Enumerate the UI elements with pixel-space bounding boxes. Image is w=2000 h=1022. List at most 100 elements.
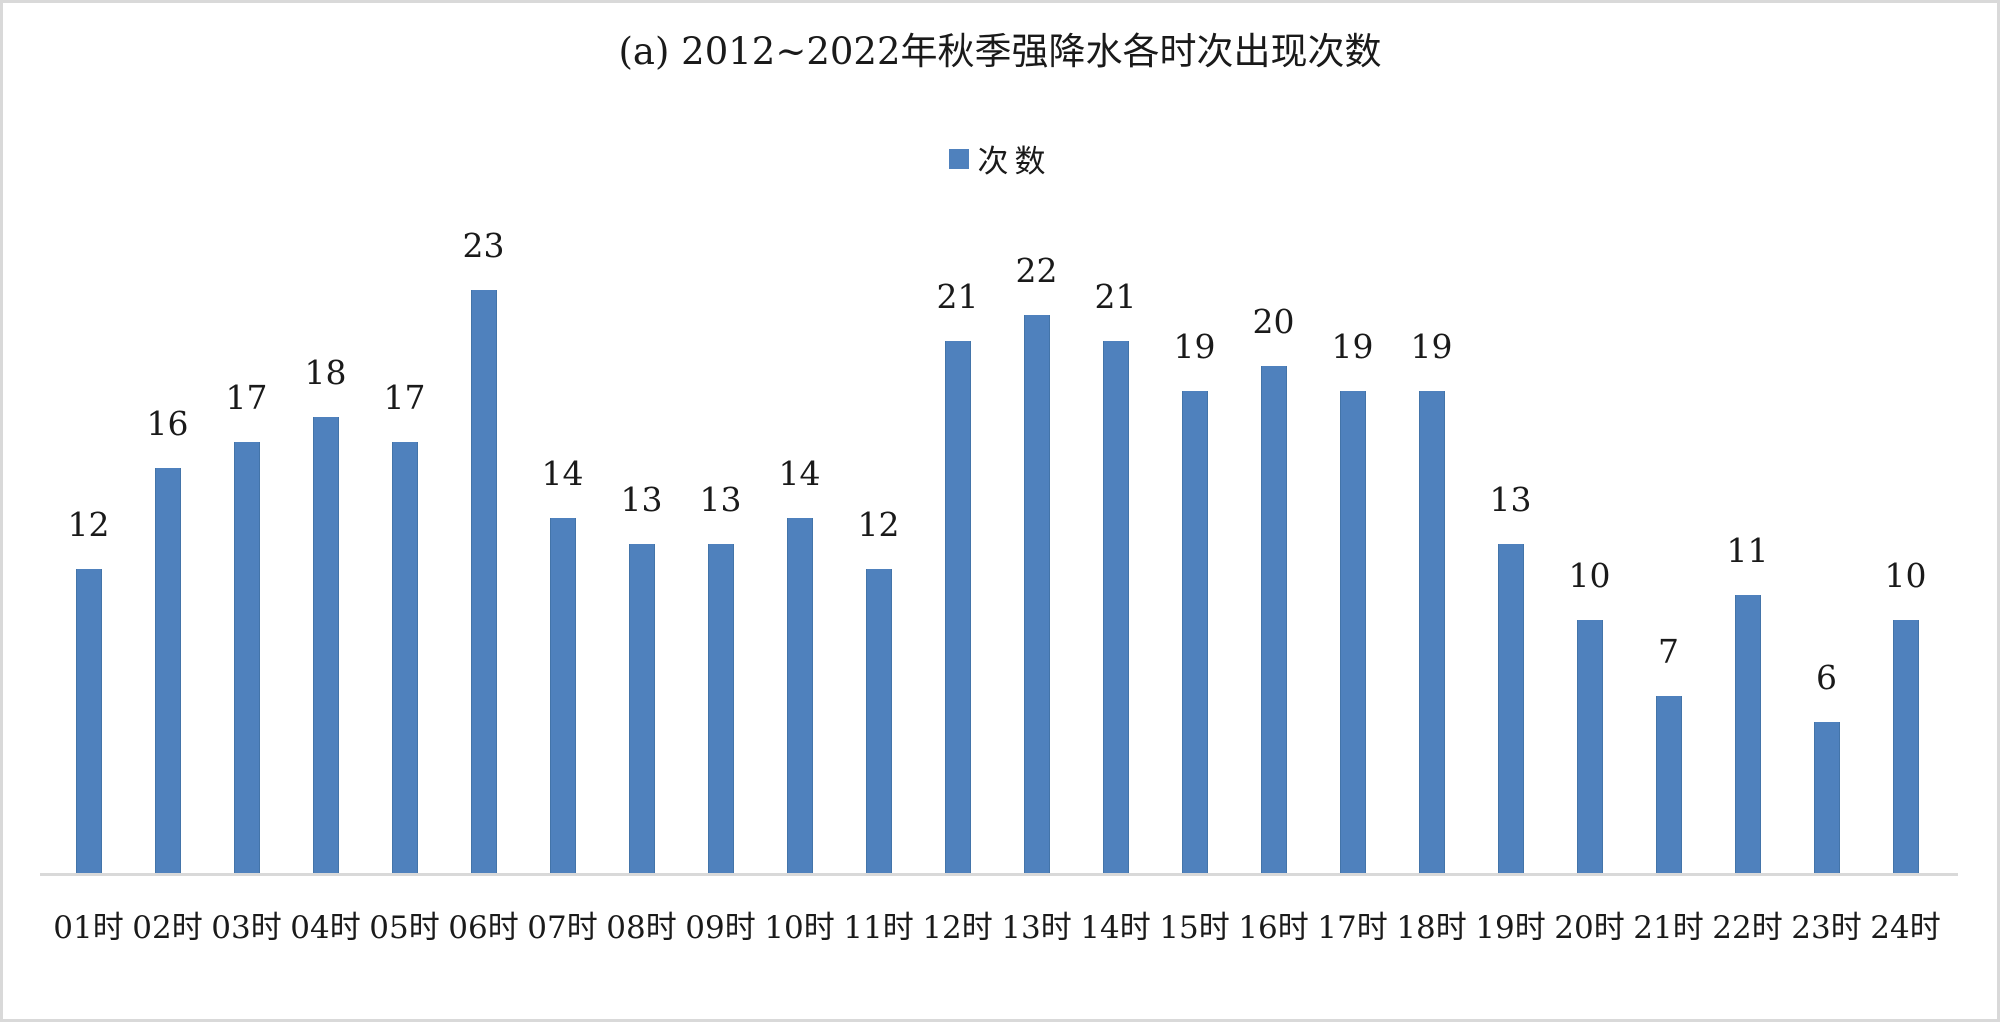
bar-column: 22 — [997, 250, 1076, 874]
value-label: 14 — [541, 453, 584, 493]
value-label: 19 — [1331, 326, 1374, 366]
bar — [391, 442, 418, 874]
bar-column: 17 — [207, 377, 286, 874]
bar-column: 16 — [128, 403, 207, 874]
bar — [470, 290, 497, 874]
bar — [1418, 391, 1445, 874]
bar — [549, 518, 576, 874]
value-label: 12 — [67, 504, 110, 544]
value-label: 11 — [1726, 530, 1769, 570]
bar — [1497, 544, 1524, 874]
bar-column: 12 — [839, 504, 918, 874]
value-label: 19 — [1410, 326, 1453, 366]
x-tick-label: 15时 — [1159, 910, 1230, 946]
x-tick-label: 08时 — [606, 910, 677, 946]
bar — [1339, 391, 1366, 874]
value-label: 12 — [857, 504, 900, 544]
value-label: 21 — [936, 276, 979, 316]
value-label: 13 — [1489, 479, 1532, 519]
x-tick-label: 06时 — [448, 910, 519, 946]
x-tick-label: 19时 — [1475, 910, 1546, 946]
bar-column: 20 — [1234, 301, 1313, 874]
bar — [628, 544, 655, 874]
bar — [865, 569, 892, 874]
legend-label: 次数 — [977, 144, 1052, 180]
x-axis-line — [40, 873, 1958, 876]
x-tick-label: 07时 — [527, 910, 598, 946]
x-tick-label: 24时 — [1870, 910, 1941, 946]
chart-title: (a) 2012~2022年秋季强降水各时次出现次数 — [618, 30, 1382, 73]
bar-column: 13 — [1471, 479, 1550, 874]
bar-column: 13 — [602, 479, 681, 874]
bars-row: 12 16 17 18 17 23 14 13 13 14 12 21 22 21 19 20 19 19 13 10… — [49, 180, 1945, 874]
value-label: 20 — [1252, 301, 1295, 341]
value-label: 14 — [778, 453, 821, 493]
bar-column: 21 — [918, 276, 997, 874]
value-label: 10 — [1884, 555, 1927, 595]
bar-column: 13 — [681, 479, 760, 874]
bar — [1734, 595, 1761, 874]
bar-column: 21 — [1076, 276, 1155, 874]
bar — [1023, 315, 1050, 874]
bar — [707, 544, 734, 874]
x-tick-label: 03时 — [211, 910, 282, 946]
bar — [944, 341, 971, 874]
x-tick-label: 11时 — [843, 910, 914, 946]
value-label: 13 — [620, 479, 663, 519]
legend-swatch-icon — [948, 148, 969, 169]
bar — [312, 417, 339, 874]
x-tick-label: 20时 — [1554, 910, 1625, 946]
bar-column: 19 — [1313, 326, 1392, 874]
value-label: 13 — [699, 479, 742, 519]
bar-column: 12 — [49, 504, 128, 874]
bar-column: 11 — [1708, 530, 1787, 874]
value-label: 7 — [1658, 631, 1679, 671]
plot-area: 12 16 17 18 17 23 14 13 13 14 12 21 22 21 19 20 19 19 13 10… — [49, 180, 1945, 874]
bar-column: 14 — [523, 453, 602, 874]
x-tick-label: 16时 — [1238, 910, 1309, 946]
ticks-row: 01时 02时 03时 04时 05时 06时 07时 08时 09时 10时 11时 12时 13时 1… — [49, 908, 1945, 948]
x-tick-label: 10时 — [764, 910, 835, 946]
legend: 次数 — [0, 136, 2000, 181]
x-tick-label: 22时 — [1712, 910, 1783, 946]
value-label: 22 — [1015, 250, 1058, 290]
value-label: 18 — [304, 352, 347, 392]
bar — [1813, 722, 1840, 874]
value-label: 17 — [383, 377, 426, 417]
bar — [1576, 620, 1603, 874]
x-tick-label: 01时 — [53, 910, 124, 946]
value-label: 16 — [146, 403, 189, 443]
x-tick-label: 04时 — [290, 910, 361, 946]
value-label: 6 — [1816, 657, 1837, 697]
bar — [1260, 366, 1287, 874]
bar — [233, 442, 260, 874]
bar-column: 17 — [365, 377, 444, 874]
bar — [786, 518, 813, 874]
value-label: 21 — [1094, 276, 1137, 316]
bar — [1892, 620, 1919, 874]
bar-column: 6 — [1787, 657, 1866, 874]
x-tick-label: 09时 — [685, 910, 756, 946]
bar-column: 23 — [444, 225, 523, 874]
bar-column: 18 — [286, 352, 365, 874]
x-tick-label: 21时 — [1633, 910, 1704, 946]
bar — [1181, 391, 1208, 874]
value-label: 19 — [1173, 326, 1216, 366]
bar-column: 7 — [1629, 631, 1708, 874]
bar — [75, 569, 102, 874]
bar-column: 14 — [760, 453, 839, 874]
bar-column: 10 — [1550, 555, 1629, 874]
bar-column: 10 — [1866, 555, 1945, 874]
bar — [1102, 341, 1129, 874]
value-label: 10 — [1568, 555, 1611, 595]
x-tick-label: 18时 — [1396, 910, 1467, 946]
x-tick-label: 12时 — [922, 910, 993, 946]
value-label: 17 — [225, 377, 268, 417]
bar — [154, 468, 181, 874]
value-label: 23 — [462, 225, 505, 265]
x-tick-label: 02时 — [132, 910, 203, 946]
x-tick-label: 05时 — [369, 910, 440, 946]
x-tick-label: 17时 — [1317, 910, 1388, 946]
bar-column: 19 — [1155, 326, 1234, 874]
